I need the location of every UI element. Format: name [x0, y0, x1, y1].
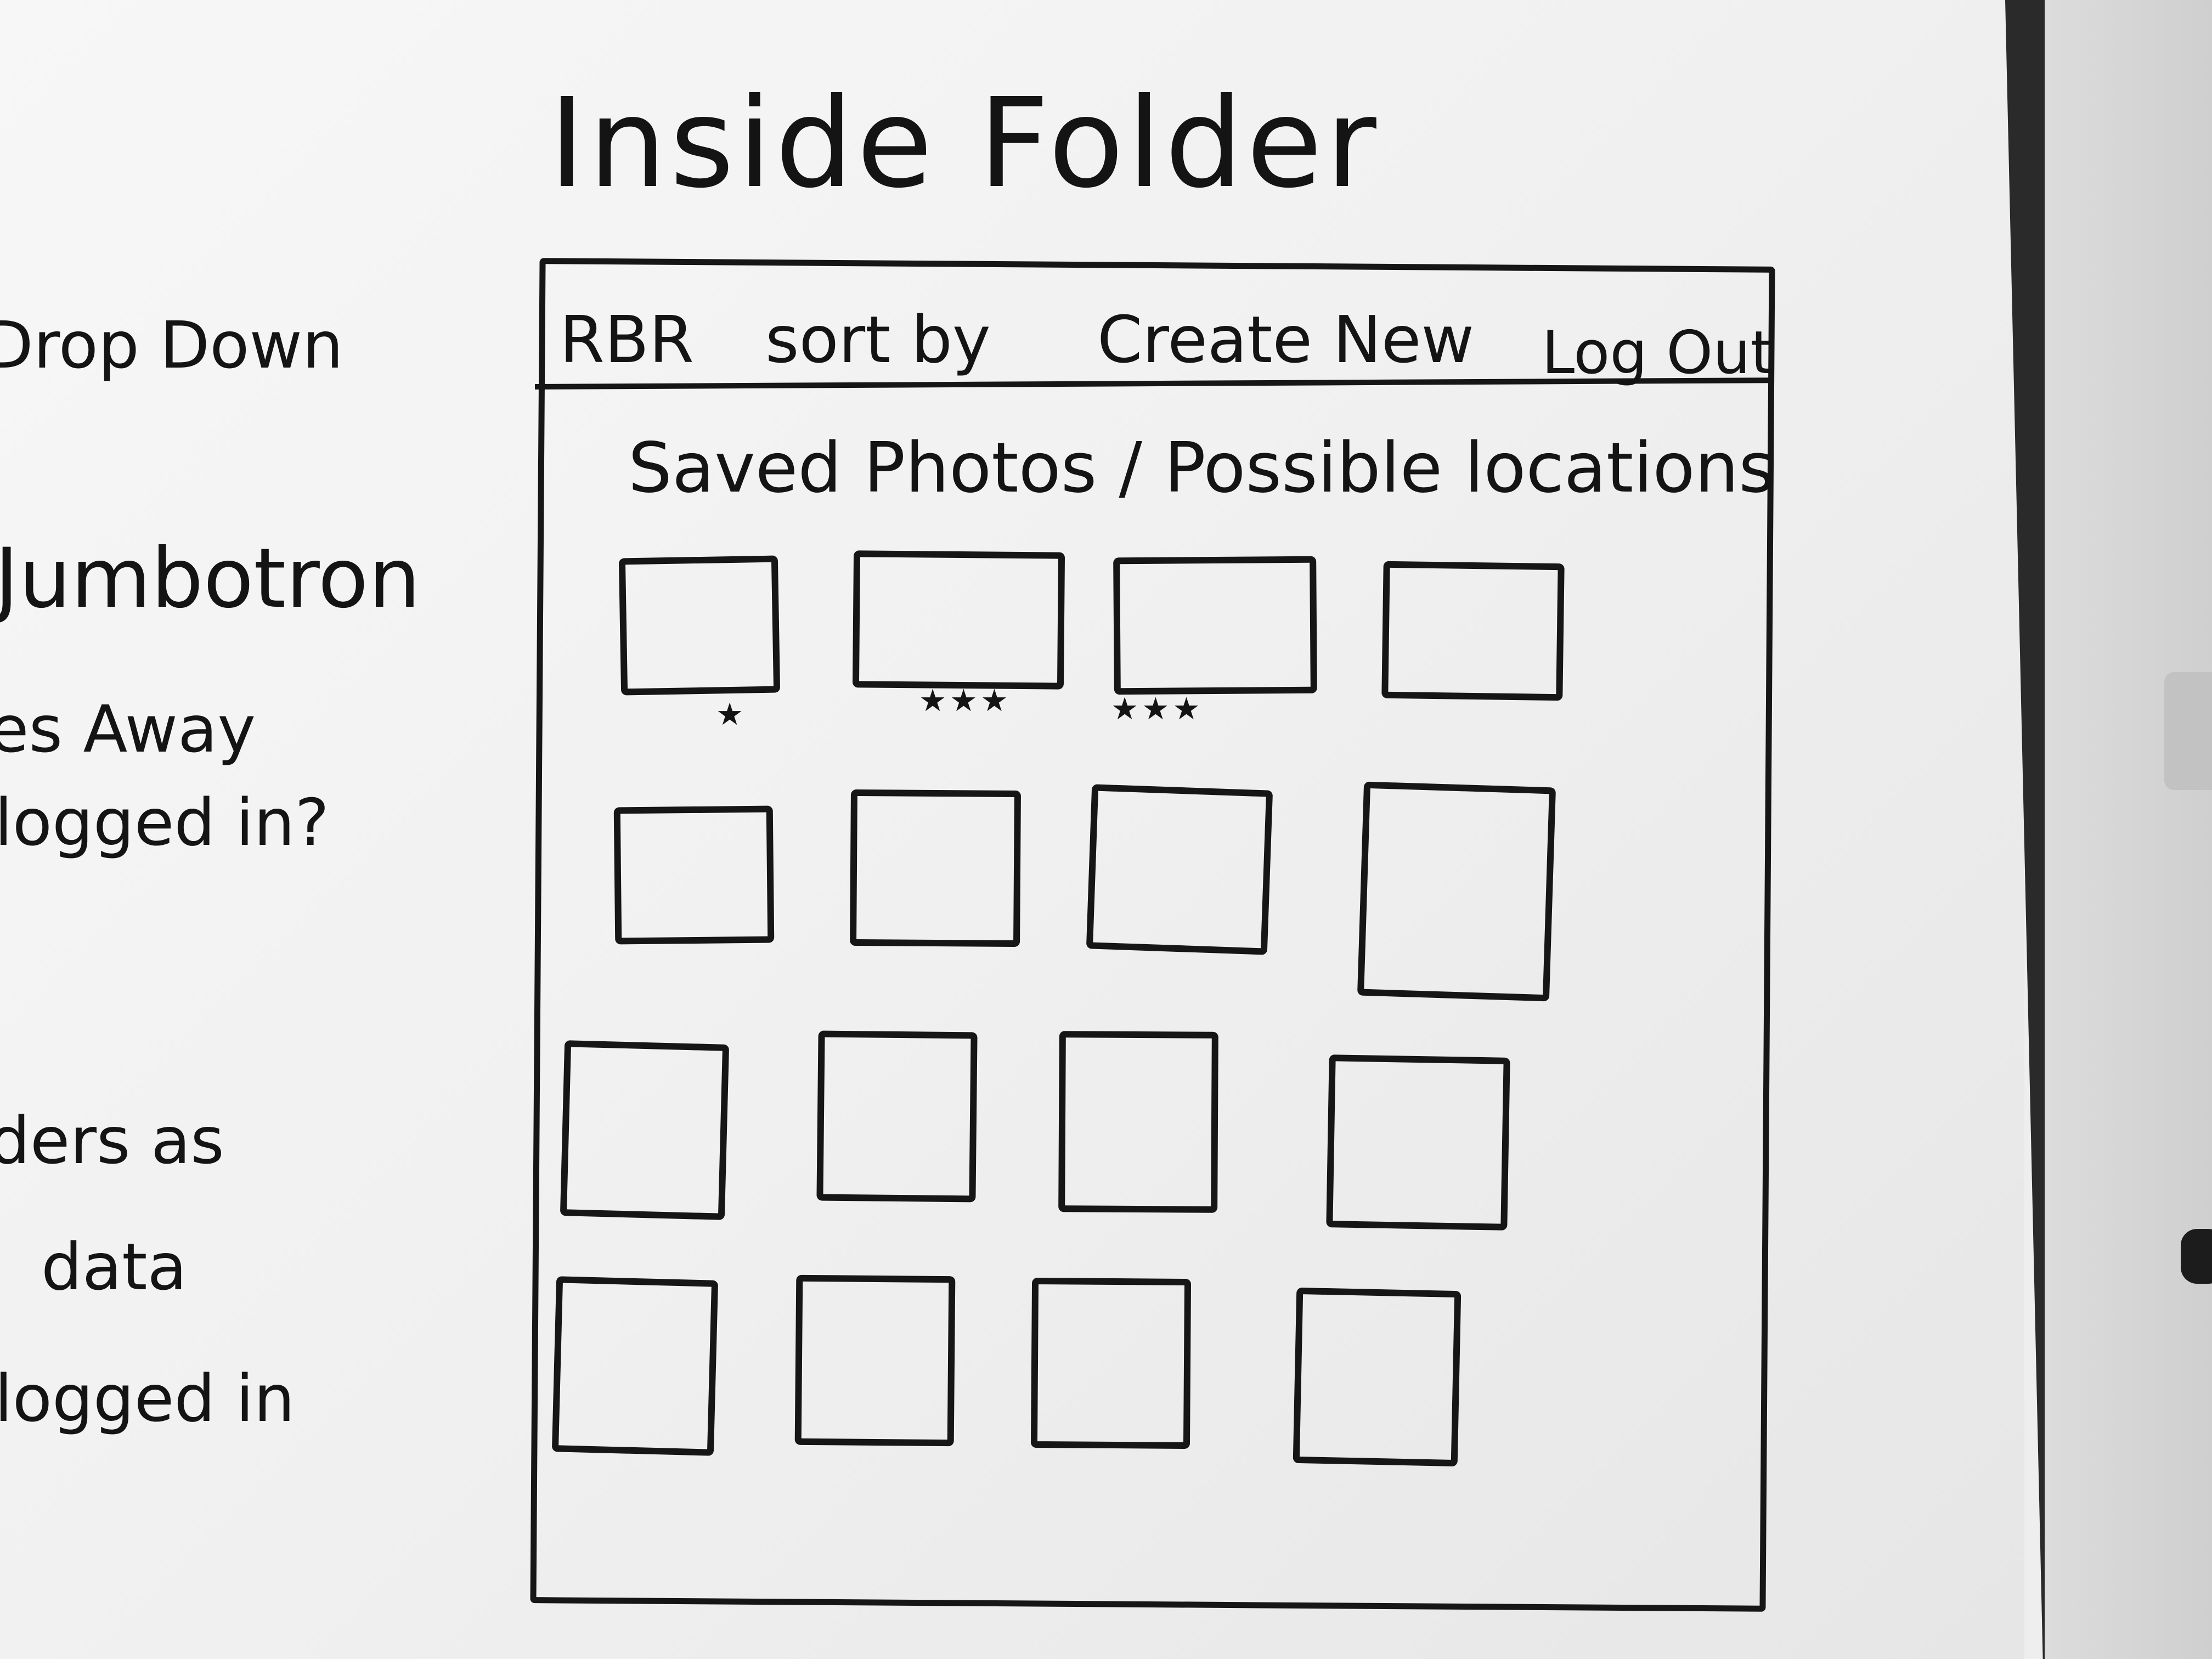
eraser	[2164, 672, 2212, 790]
photo-tile[interactable]	[1086, 784, 1273, 955]
photo-tile[interactable]	[816, 1030, 978, 1203]
rating-stars: ★★★	[919, 683, 1012, 719]
photo-tile[interactable]	[613, 805, 775, 945]
photo-tile[interactable]	[551, 1276, 719, 1456]
side-note-drop-down: Drop Down	[0, 307, 343, 383]
photo-tile[interactable]	[1357, 781, 1556, 1002]
side-note-data: data	[41, 1229, 187, 1305]
photo-tile[interactable]	[1030, 1277, 1192, 1449]
photo-tile[interactable]	[1326, 1054, 1510, 1231]
log-out-button[interactable]: Log Out	[1542, 319, 1774, 387]
photo-tile[interactable]	[850, 789, 1021, 947]
side-note-jumbotron: Jumbotron	[0, 531, 421, 627]
side-note-folders-as: ders as	[0, 1103, 224, 1178]
rating-stars: ★★★	[1111, 691, 1204, 727]
photo-tile[interactable]	[1113, 556, 1317, 695]
photo-tile[interactable]	[560, 1040, 730, 1220]
photo-tile[interactable]	[852, 550, 1065, 690]
photo-tile[interactable]	[1293, 1287, 1462, 1467]
brand-logo[interactable]: RBR	[560, 302, 694, 377]
photo-tile[interactable]	[1381, 561, 1565, 701]
photo-tile[interactable]	[1058, 1031, 1218, 1213]
create-new-button[interactable]: Create New	[1097, 302, 1474, 377]
rating-stars: ★	[716, 697, 747, 732]
side-note-logged-in: logged in	[0, 1361, 295, 1436]
whiteboard	[0, 0, 2024, 1659]
side-note-away: es Away	[0, 691, 256, 767]
wall	[2045, 0, 2212, 1659]
sketch-title: Inside Folder	[549, 72, 1380, 216]
photo-tile[interactable]	[794, 1274, 956, 1447]
side-note-logged-in-question: logged in?	[0, 785, 329, 860]
marker-cap	[2181, 1229, 2212, 1284]
section-heading: Saved Photos / Possible locations	[628, 427, 1775, 508]
sort-by-dropdown[interactable]: sort by	[765, 302, 991, 377]
photo-tile[interactable]	[618, 555, 781, 696]
